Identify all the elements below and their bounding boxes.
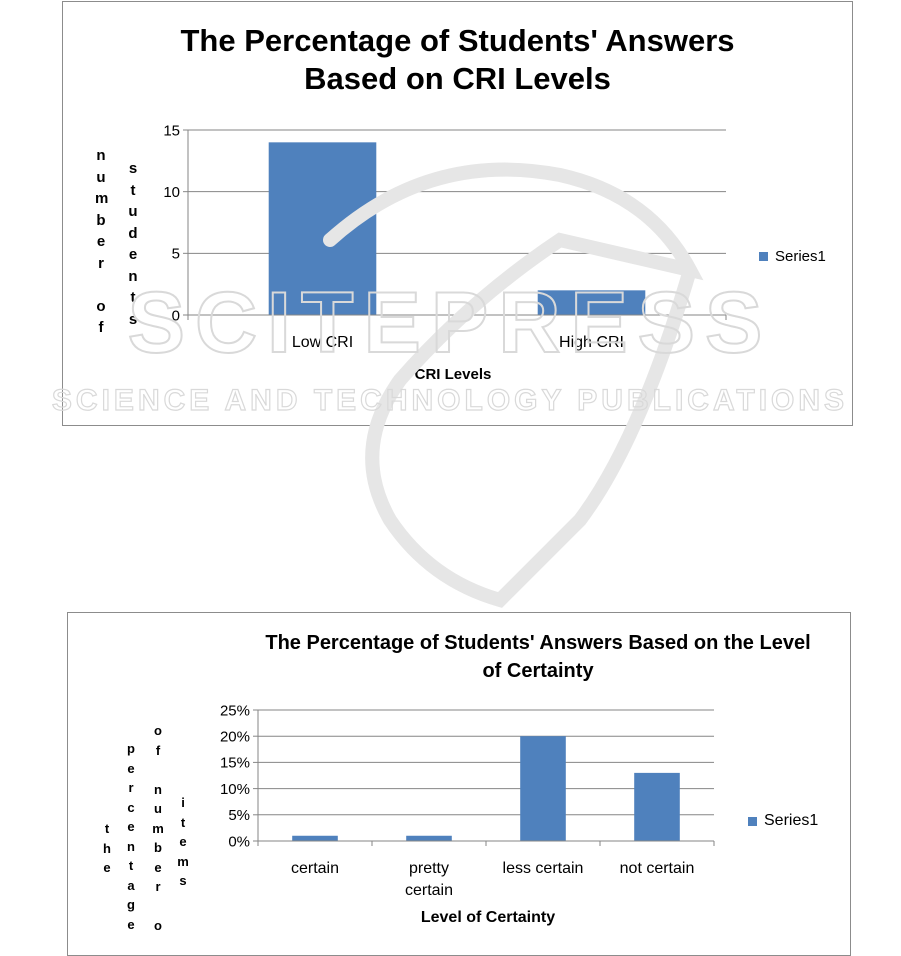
y-axis-label-letter: e: [128, 246, 138, 263]
y-axis-label-letter: m: [177, 853, 189, 869]
y-axis-label-letter: [152, 897, 164, 917]
y-axis-label-letter: [95, 274, 107, 296]
bar: [634, 772, 680, 841]
y-axis-label-letter: g: [127, 897, 135, 912]
chart-title-line-2: Based on CRI Levels: [304, 61, 611, 96]
y-axis-label-letter: t: [180, 814, 186, 830]
y-axis-label-letter: e: [179, 834, 187, 849]
y-axis-label-letter: f: [155, 742, 161, 758]
y-axis-label-letter: t: [104, 821, 110, 836]
bar: [537, 290, 646, 315]
chart-title: The Percentage of Students' Answers Base…: [228, 629, 848, 685]
y-axis-label-letter: n: [128, 267, 138, 285]
x-tick-label: certain: [405, 882, 453, 899]
y-axis-label-letter: f: [98, 319, 104, 336]
legend: Series1: [759, 248, 826, 265]
y-axis-label-letter: u: [96, 168, 106, 186]
y-axis-label-letter: [152, 760, 164, 780]
y-axis-label-letter: o: [154, 918, 162, 933]
x-tick-label: Low CRI: [292, 334, 353, 351]
x-axis-label: CRI Levels: [414, 366, 492, 383]
x-axis-label: Level of Certainty: [420, 909, 556, 926]
y-axis-label-letter: r: [98, 254, 104, 272]
plot-area: 0% 5% 10% 15% 20% 25% certain pretty certain less…: [220, 702, 715, 899]
y-axis-label-letter: a: [127, 877, 135, 893]
y-axis-label-letter: e: [154, 859, 162, 875]
y-axis-label-letter: p: [127, 741, 135, 756]
y-tick-label: 5: [172, 246, 180, 263]
y-tick-label: 25%: [220, 702, 250, 719]
x-tick-label: certain: [291, 860, 339, 877]
y-tick-label: 0%: [228, 833, 250, 850]
y-axis-label-letter: o: [96, 297, 106, 315]
y-axis-label-letter: s: [128, 310, 138, 328]
y-tick-label: 15: [163, 122, 180, 139]
bar: [292, 835, 338, 841]
y-axis-label-letter: m: [95, 190, 109, 207]
y-axis-label-letter: r: [155, 879, 161, 894]
y-axis-label-letter: h: [103, 840, 111, 856]
y-tick-label: 10%: [220, 781, 250, 798]
chart-title: The Percentage of Students' Answers Base…: [63, 22, 852, 98]
x-tick-label: pretty: [409, 860, 449, 877]
y-axis-label-letter: n: [96, 147, 106, 164]
y-axis-label-letter: u: [154, 801, 162, 816]
y-axis-label-letter: t: [128, 858, 134, 873]
x-tick-label: High CRI: [559, 334, 624, 351]
y-axis-label-letter: e: [127, 819, 135, 834]
y-axis-label-letter: e: [103, 860, 111, 875]
y-axis-label-letter: b: [154, 840, 162, 855]
y-axis-label-letter: u: [128, 203, 138, 220]
y-axis-label-letter: e: [127, 916, 135, 932]
y-axis-label-letter: s: [128, 160, 138, 177]
y-tick-label: 0: [172, 307, 180, 324]
legend-swatch: [748, 816, 757, 826]
y-axis-label-letter: c: [127, 799, 135, 815]
legend-label: Series1: [775, 248, 826, 265]
y-axis-label-letter: o: [154, 723, 162, 738]
y-axis-label-letter: i: [181, 795, 185, 810]
bar: [406, 835, 452, 841]
y-axis-label-letter: t: [130, 289, 136, 306]
plot-area: 0 5 10 15 Low CRI High CRI: [163, 122, 727, 351]
y-axis-label-letter: t: [130, 181, 136, 199]
chart-title-line-1: The Percentage of Students' Answers: [180, 23, 735, 58]
y-tick-label: 10: [163, 184, 180, 201]
legend: Series1: [748, 812, 818, 830]
bar: [520, 736, 566, 841]
x-tick-label: not certain: [620, 860, 695, 877]
chart-cri-levels: The Percentage of Students' Answers Base…: [62, 1, 853, 426]
chart-title-line-2: of Certainty: [482, 660, 594, 682]
y-axis-label-letter: s: [179, 873, 187, 888]
y-axis-label-letter: e: [96, 233, 106, 250]
y-axis-label-letter: n: [154, 781, 162, 797]
chart-title-line-1: The Percentage of Students' Answers Base…: [265, 632, 811, 654]
y-axis-label-letter: b: [96, 211, 106, 229]
y-tick-label: 20%: [220, 728, 250, 745]
chart-certainty-levels: The Percentage of Students' Answers Base…: [67, 612, 851, 956]
y-axis-label-letter: m: [152, 820, 164, 836]
bar: [268, 142, 377, 315]
y-axis-label-letter: n: [127, 838, 135, 854]
y-tick-label: 5%: [228, 807, 250, 824]
legend-label: Series1: [764, 812, 819, 829]
y-tick-label: 15%: [220, 755, 250, 772]
y-axis-label-letter: e: [127, 760, 135, 776]
x-tick-label: less certain: [503, 860, 584, 877]
legend-swatch: [759, 252, 768, 261]
y-axis-label-letter: r: [128, 780, 134, 795]
y-axis-label-letter: d: [128, 224, 138, 242]
